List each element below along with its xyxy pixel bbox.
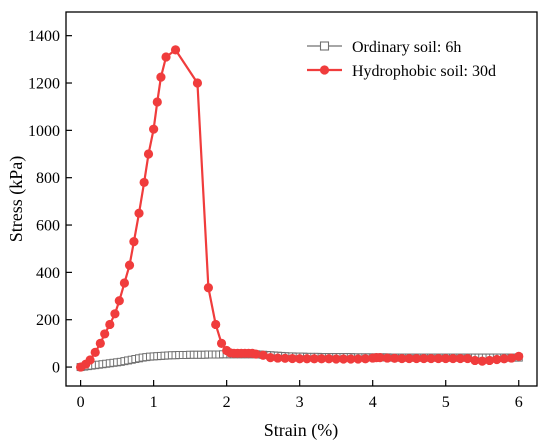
y-tick-label: 400: [36, 265, 60, 282]
data-point: [324, 354, 334, 364]
data-point: [463, 353, 473, 364]
data-point: [280, 353, 290, 363]
x-axis-title: Strain (%): [264, 420, 338, 441]
y-tick-label: 1200: [28, 76, 60, 93]
x-tick-label: 6: [515, 394, 523, 411]
data-point: [477, 356, 487, 366]
legend: Ordinary soil: 6h Hydrophobic soil: 30d: [307, 39, 496, 80]
x-tick-label: 5: [442, 394, 450, 411]
data-point: [382, 353, 392, 363]
y-tick-label: 200: [36, 312, 60, 329]
data-point: [338, 354, 349, 364]
data-point: [110, 309, 120, 319]
data-point: [295, 354, 305, 364]
data-point: [302, 354, 312, 364]
legend-marker-ordinary: [319, 41, 330, 51]
data-point: [95, 338, 105, 348]
series-layer: [76, 45, 524, 372]
data-point: [360, 354, 370, 364]
data-point: [273, 353, 283, 363]
data-point: [143, 149, 154, 159]
data-point: [203, 283, 213, 293]
data-point: [309, 354, 319, 364]
data-point: [484, 355, 495, 366]
x-tick-label: 0: [77, 394, 85, 411]
data-point: [390, 353, 400, 363]
data-point: [156, 72, 166, 82]
data-point: [331, 354, 341, 364]
legend-label-ordinary: Ordinary soil: 6h: [352, 39, 461, 56]
y-axis: 0 200 400 600 800 1000 1200 1400: [28, 28, 72, 377]
data-point: [119, 278, 130, 288]
plot-frame: [65, 11, 538, 387]
data-point: [514, 351, 524, 362]
data-point: [100, 329, 110, 339]
data-point: [316, 354, 327, 364]
legend-marker-hydrophobic: [319, 65, 330, 75]
x-tick-label: 4: [369, 394, 377, 411]
data-point: [216, 338, 227, 348]
data-point: [85, 355, 95, 365]
data-point: [161, 52, 171, 62]
y-tick-label: 1400: [28, 28, 60, 45]
series-1: [76, 45, 524, 372]
data-point: [105, 319, 115, 330]
data-point: [170, 45, 181, 55]
data-point: [258, 350, 268, 360]
data-point: [124, 260, 135, 270]
data-point: [129, 237, 139, 247]
data-point: [375, 352, 385, 363]
data-point: [499, 354, 509, 364]
data-point: [506, 353, 517, 363]
data-point: [139, 177, 149, 188]
data-point: [455, 353, 465, 364]
data-point: [433, 353, 444, 364]
data-point: [346, 354, 356, 364]
series-line: [80, 48, 519, 369]
data-point: [192, 78, 203, 88]
data-point: [419, 353, 429, 364]
x-tick-label: 1: [150, 394, 158, 411]
data-point: [149, 124, 159, 134]
x-tick-label: 3: [296, 394, 304, 411]
y-tick-label: 0: [52, 360, 60, 377]
data-point: [265, 352, 276, 363]
data-point: [251, 349, 261, 359]
data-point: [114, 296, 124, 306]
y-axis-title: Stress (kPa): [6, 156, 27, 243]
data-point: [411, 353, 422, 364]
data-point: [426, 353, 436, 364]
data-point: [404, 353, 414, 364]
x-tick-label: 2: [223, 394, 231, 411]
data-point: [353, 354, 363, 364]
legend-label-hydrophobic: Hydrophobic soil: 30d: [352, 63, 496, 80]
data-point: [134, 208, 144, 218]
data-point: [287, 353, 297, 364]
data-point: [152, 97, 162, 107]
data-point: [211, 319, 221, 330]
data-point: [441, 353, 451, 364]
y-tick-label: 800: [36, 170, 60, 187]
y-tick-label: 1000: [28, 123, 60, 140]
data-point: [90, 347, 100, 357]
data-point: [492, 354, 502, 365]
data-point: [448, 353, 458, 364]
y-tick-label: 600: [36, 218, 60, 235]
data-point: [397, 353, 407, 364]
x-axis: 0 1 2 3 4 5 6: [77, 380, 523, 411]
data-point: [470, 355, 480, 366]
